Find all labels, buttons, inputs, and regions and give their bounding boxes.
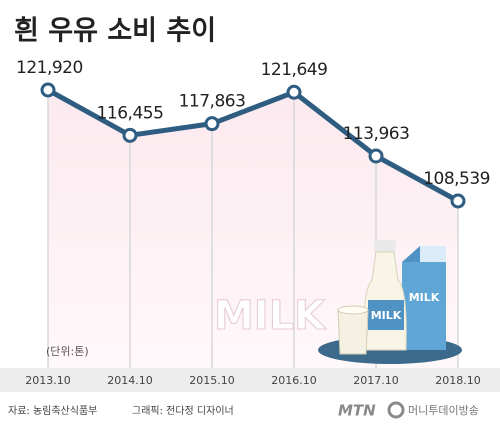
chart-title: 흰 우유 소비 추이 xyxy=(14,16,216,47)
unit-label: (단위:톤) xyxy=(46,345,89,358)
source: 자료: 농림축산식품부 xyxy=(8,405,97,417)
milk-text: MILK xyxy=(214,293,327,339)
logo-mark xyxy=(387,401,405,419)
marker xyxy=(122,127,138,143)
value-label: 121,920 xyxy=(16,58,83,78)
plot xyxy=(40,82,466,368)
x-tick-label: 2013.10 xyxy=(25,374,71,387)
marker xyxy=(286,84,302,100)
marker xyxy=(40,82,56,98)
value-label: 117,863 xyxy=(179,92,246,112)
logo: MTN xyxy=(338,402,376,420)
x-tick-label: 2018.10 xyxy=(435,374,481,387)
marker xyxy=(368,148,384,164)
carton-label: MILK xyxy=(371,309,402,322)
credit: 그래픽: 전다정 디자이너 xyxy=(132,405,234,417)
area xyxy=(48,90,458,368)
category-band xyxy=(0,368,500,392)
carton-label: MILK xyxy=(409,291,440,304)
x-tick-label: 2016.10 xyxy=(271,374,317,387)
marker xyxy=(450,193,466,209)
milk-illustration: MILK MILK xyxy=(318,240,462,364)
marker xyxy=(204,116,220,132)
value-label: 108,539 xyxy=(423,169,490,189)
value-label: 113,963 xyxy=(343,124,410,144)
x-tick-label: 2015.10 xyxy=(189,374,235,387)
x-tick-label: 2014.10 xyxy=(107,374,153,387)
x-tick-label: 2017.10 xyxy=(353,374,399,387)
value-label: 121,649 xyxy=(261,60,328,80)
line xyxy=(46,87,460,204)
broadcaster: 머니투데이방송 xyxy=(408,404,479,417)
value-label: 116,455 xyxy=(97,103,164,123)
